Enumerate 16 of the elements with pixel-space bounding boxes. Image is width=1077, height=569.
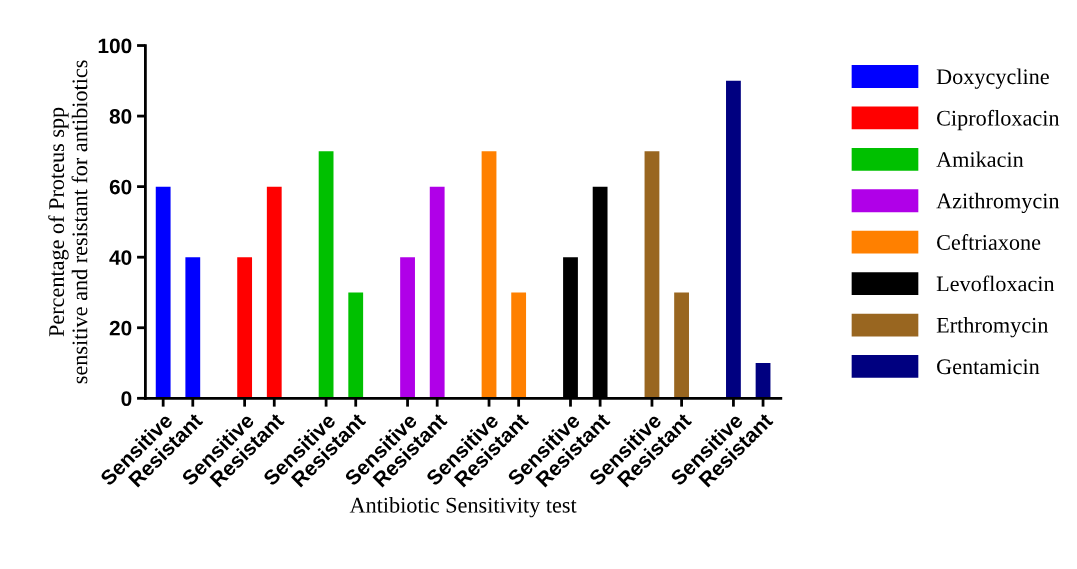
y-tick-label: 80 [109, 109, 132, 124]
legend-label: Amikacin [936, 151, 1024, 168]
legend-label: Doxycycline [936, 68, 1049, 89]
legend-label: Erthromycin [936, 317, 1049, 338]
y-tick-label: 0 [121, 391, 132, 407]
y-tick-label: 60 [109, 179, 132, 195]
y-tick-label: 100 [98, 38, 132, 54]
legend-label: Levofloxacin [936, 275, 1055, 292]
y-tick-label: 40 [109, 250, 132, 265]
legend-label: Azithromycin [936, 192, 1060, 214]
y-axis-title: Percentage of Proteus spp sensitive and resistant for antibiotics [48, 60, 88, 384]
y-tick-label: 20 [109, 320, 132, 336]
legend-label: Ceftriaxone [937, 234, 1041, 250]
legend-label: Ciprofloxacin [937, 109, 1060, 131]
legend-label: Gentamicin [937, 359, 1040, 375]
x-axis-title: Antibiotic Sensitivity test [349, 497, 577, 518]
